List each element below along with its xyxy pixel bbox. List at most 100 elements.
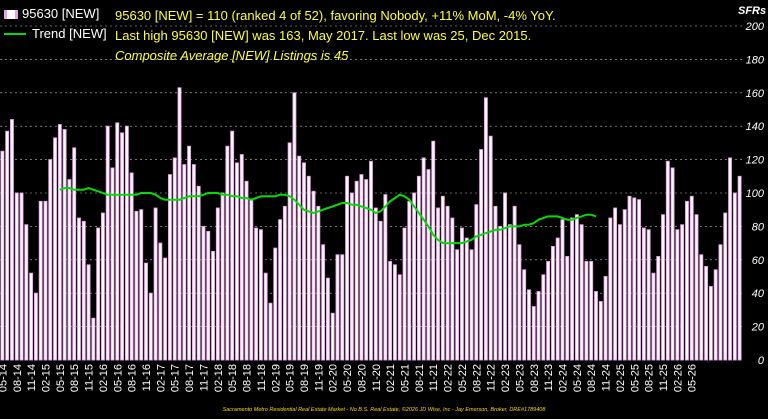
- info-line-current: 95630 [NEW] = 110 (ranked 4 of 52), favo…: [115, 8, 556, 23]
- bar: [421, 157, 426, 361]
- bar: [704, 266, 709, 361]
- bar: [311, 190, 316, 361]
- x-tick-label: 11-24: [601, 364, 613, 391]
- bar: [57, 124, 62, 361]
- bar: [306, 175, 311, 361]
- x-tick-label: 02-25: [615, 364, 627, 392]
- bar: [239, 154, 244, 361]
- bar: [359, 174, 364, 361]
- bar: [254, 227, 259, 361]
- bar: [512, 205, 517, 361]
- x-tick-label: 05-22: [457, 364, 469, 392]
- legend-item-trend: Trend [NEW]: [4, 24, 107, 44]
- info-line-composite: Composite Average [NEW] Listings is 45: [115, 48, 349, 63]
- footer-credit: Sacramento Metro Residential Real Estate…: [222, 407, 546, 413]
- bar: [527, 289, 531, 361]
- x-tick-label: 02-16: [98, 364, 110, 392]
- bar: [479, 149, 484, 361]
- x-tick-label: 08-25: [644, 364, 656, 392]
- bar: [397, 274, 402, 361]
- bar: [455, 249, 460, 361]
- bar: [187, 145, 192, 361]
- bar: [503, 192, 507, 361]
- bar: [249, 199, 254, 361]
- x-tick-label: 08-17: [184, 364, 196, 392]
- bar: [685, 200, 689, 361]
- bar: [627, 195, 632, 361]
- bar: [574, 214, 579, 361]
- x-tick-label: 02-22: [443, 364, 455, 392]
- x-tick-label: 08-23: [529, 364, 541, 392]
- bar: [316, 205, 321, 361]
- x-tick-label: 02-18: [213, 364, 225, 392]
- bar: [0, 150, 5, 361]
- bar: [393, 264, 397, 361]
- x-tick-label: 08-16: [127, 364, 139, 392]
- bar: [38, 200, 43, 361]
- bar: [440, 195, 445, 361]
- bar: [278, 219, 282, 361]
- bar: [201, 225, 206, 361]
- x-tick-label: 05-24: [572, 364, 584, 392]
- bar: [464, 237, 469, 361]
- bar: [14, 192, 19, 361]
- bar: [522, 269, 527, 361]
- bar: [570, 217, 574, 361]
- bar: [412, 192, 417, 361]
- bar: [555, 237, 560, 361]
- bar: [148, 292, 153, 361]
- bar: [349, 192, 354, 361]
- bar: [641, 227, 646, 361]
- x-tick-label: 05-14: [0, 364, 9, 392]
- bar: [168, 174, 172, 361]
- bar: [287, 142, 292, 361]
- bar: [53, 137, 57, 361]
- x-tick-label: 08-21: [414, 364, 426, 392]
- x-tick-label: 11-19: [313, 364, 325, 391]
- y-tick-label: 160: [746, 88, 765, 100]
- legend-bar-label: 95630 [NEW]: [22, 6, 100, 21]
- x-tick-label: 11-23: [543, 364, 555, 391]
- bar: [321, 244, 326, 361]
- bar: [646, 229, 651, 361]
- bar: [493, 205, 498, 361]
- bar: [723, 212, 728, 361]
- bar: [531, 306, 536, 361]
- bar: [670, 167, 675, 361]
- x-tick-label: 02-19: [270, 364, 282, 392]
- bar: [718, 244, 723, 361]
- bar: [258, 229, 263, 361]
- bar: [153, 207, 158, 361]
- bar: [77, 217, 81, 361]
- bar: [675, 229, 680, 361]
- bar: [163, 257, 168, 361]
- x-tick-label: 05-26: [687, 364, 699, 392]
- y-tick-label: 0: [758, 355, 765, 367]
- bar: [603, 276, 608, 361]
- bar: [235, 162, 239, 361]
- bar: [460, 227, 464, 361]
- bar-swatch-icon: [4, 9, 18, 19]
- trend-line: [59, 186, 597, 245]
- bar: [373, 207, 378, 361]
- bar: [445, 205, 450, 361]
- bar: [134, 210, 139, 361]
- bar: [43, 200, 48, 361]
- x-tick-label: 02-15: [40, 364, 52, 392]
- bar: [129, 172, 134, 361]
- bar: [689, 195, 694, 361]
- bar: [144, 262, 148, 361]
- bar: [550, 245, 555, 361]
- bar: [115, 122, 120, 361]
- bar: [546, 261, 551, 361]
- x-tick-label: 02-24: [557, 364, 569, 392]
- bar: [33, 292, 38, 361]
- bar: [713, 269, 718, 361]
- bar: [335, 254, 340, 361]
- bar: [62, 129, 67, 361]
- bar: [124, 125, 129, 361]
- x-tick-label: 05-20: [342, 364, 354, 392]
- legend-line-label: Trend [NEW]: [32, 26, 107, 41]
